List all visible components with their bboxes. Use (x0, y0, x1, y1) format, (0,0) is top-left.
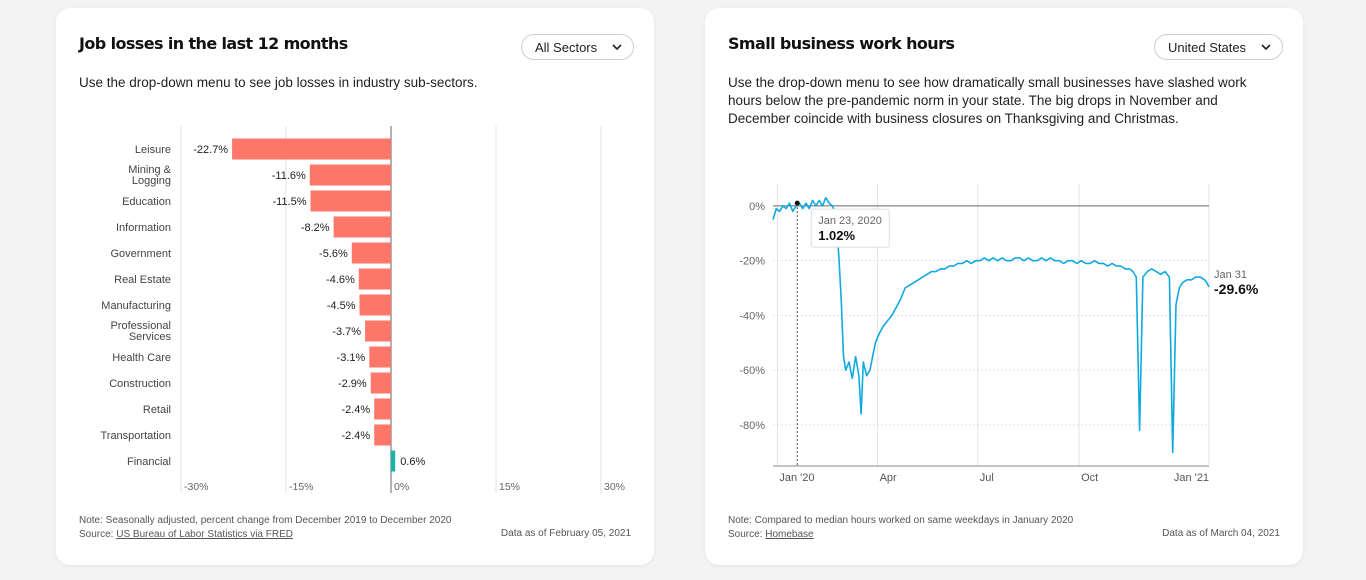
chevron-down-icon (1261, 44, 1271, 51)
category-label: Financial (127, 456, 171, 468)
category-label: Education (122, 196, 171, 208)
category-label: Logging (132, 175, 171, 187)
sector-dropdown-value: All Sectors (535, 39, 598, 55)
y-tick-label: -60% (739, 365, 765, 377)
category-label: Health Care (112, 352, 171, 364)
x-tick-label: 0% (394, 481, 409, 493)
job-losses-data-as-of: Data as of February 05, 2021 (500, 528, 631, 539)
bar (370, 372, 391, 394)
tooltip-marker (794, 200, 800, 206)
work-hours-source: Source: Homebase (728, 529, 814, 540)
value-label: -22.7% (193, 144, 228, 156)
homebase-source-link[interactable]: Homebase (765, 529, 814, 540)
x-tick-label: Jul (980, 472, 994, 484)
category-label: Manufacturing (101, 300, 171, 312)
job-losses-description: Use the drop-down menu to see job losses… (79, 75, 478, 90)
value-label: -4.6% (326, 274, 355, 286)
tooltip-box (810, 208, 890, 248)
value-label: 0.6% (400, 456, 425, 468)
x-tick-label: -15% (289, 481, 314, 493)
bar (374, 424, 391, 446)
category-label: Transportation (100, 430, 171, 442)
category-label: Construction (109, 378, 171, 390)
x-tick-label: -30% (184, 481, 209, 493)
category-label: Leisure (135, 144, 171, 156)
bar (309, 164, 391, 186)
bar (333, 216, 391, 238)
y-tick-label: -20% (739, 256, 765, 268)
category-label: Services (129, 331, 172, 343)
state-dropdown[interactable]: United States (1154, 34, 1284, 60)
category-label: Real Estate (114, 274, 171, 286)
end-value-label: -29.6% (1214, 281, 1259, 297)
end-date-label: Jan 31 (1214, 269, 1247, 281)
bls-source-link[interactable]: US Bureau of Labor Statistics via FRED (116, 529, 293, 540)
work-hours-card: Small business work hours United States … (705, 8, 1303, 565)
chevron-down-icon (612, 44, 622, 51)
job-losses-source: Source: US Bureau of Labor Statistics vi… (79, 529, 293, 540)
category-label: Professional (110, 320, 171, 332)
x-tick-label: Jan '21 (1174, 472, 1209, 484)
category-label: Information (116, 222, 171, 234)
tooltip-value: 1.02% (818, 228, 855, 243)
x-tick-label: Oct (1081, 472, 1098, 484)
job-losses-bar-chart: -30% -15% 0% 15% 30% Leisure -22.7% Mining &Log… (100, 126, 625, 493)
bar (232, 138, 391, 160)
value-label: -11.6% (272, 170, 306, 182)
state-dropdown-value: United States (1168, 39, 1247, 55)
value-label: -3.1% (337, 352, 366, 364)
x-tick-label: 15% (499, 481, 520, 493)
bar (310, 190, 391, 212)
bar (365, 320, 391, 342)
work-hours-description: Use the drop-down menu to see how dramat… (728, 75, 1247, 126)
work-hours-line-chart: 0% -20% -40% -60% -80% Jan '20 Apr Jul Oct Jan '2… (739, 184, 1259, 484)
work-hours-note: Note: Compared to median hours worked on… (728, 515, 1074, 526)
x-tick-label: 30% (604, 481, 625, 493)
x-tick-label: Jan '20 (779, 472, 814, 484)
y-tick-label: -40% (739, 310, 765, 322)
value-label: -11.5% (272, 196, 306, 208)
category-label: Government (110, 248, 171, 260)
bar (374, 398, 391, 420)
bar (391, 450, 396, 472)
work-hours-title: Small business work hours (728, 34, 955, 53)
value-label: -2.4% (341, 430, 370, 442)
bar (358, 268, 391, 290)
bar (359, 294, 391, 316)
tooltip-date: Jan 23, 2020 (818, 215, 882, 227)
y-tick-label: -80% (739, 420, 765, 432)
value-label: -8.2% (301, 222, 330, 234)
bar (351, 242, 391, 264)
value-label: -4.5% (327, 300, 356, 312)
sector-dropdown[interactable]: All Sectors (521, 34, 635, 60)
value-label: -2.9% (338, 378, 367, 390)
job-losses-note: Note: Seasonally adjusted, percent chang… (79, 515, 452, 526)
job-losses-card: Job losses in the last 12 months All Sec… (56, 8, 654, 565)
y-tick-label: 0% (749, 201, 765, 213)
work-hours-data-as-of: Data as of March 04, 2021 (1162, 528, 1280, 539)
value-label: -3.7% (332, 326, 361, 338)
category-label: Retail (143, 404, 171, 416)
value-label: -5.6% (319, 248, 348, 260)
value-label: -2.4% (341, 404, 370, 416)
bar (369, 346, 391, 368)
x-tick-label: Apr (880, 472, 897, 484)
category-label: Mining & (128, 164, 171, 176)
job-losses-title: Job losses in the last 12 months (79, 34, 348, 53)
